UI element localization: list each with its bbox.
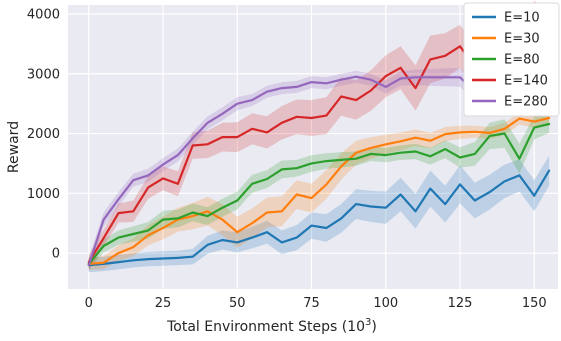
legend: E=10 E=30 E=80 E=140 E=280 xyxy=(463,2,560,117)
band-e-140 xyxy=(88,0,550,270)
x-axis-label-superscript: 3 xyxy=(365,317,371,328)
y-tick-label: 3000 xyxy=(27,67,60,82)
legend-label: E=10 xyxy=(504,11,540,26)
legend-label: E=30 xyxy=(504,32,540,47)
x-tick-label: 0 xyxy=(85,296,93,311)
line-e-80 xyxy=(87,122,551,265)
line-e-10 xyxy=(87,169,551,267)
legend-label: E=140 xyxy=(504,74,548,89)
line-e-30 xyxy=(87,116,551,265)
x-tick-label: 100 xyxy=(373,296,398,311)
x-ticks: 0 25 50 75 100 125 150 xyxy=(85,296,547,311)
legend-label: E=280 xyxy=(504,95,548,110)
y-axis-label: Reward xyxy=(6,121,22,173)
x-tick-label: 75 xyxy=(303,296,320,311)
x-axis-label-close: ) xyxy=(371,319,376,335)
y-ticks: 0 1000 2000 3000 4000 xyxy=(27,7,60,261)
x-tick-label: 125 xyxy=(448,296,473,311)
legend-box xyxy=(463,2,560,117)
band-e-10 xyxy=(88,155,550,273)
y-tick-label: 0 xyxy=(52,247,60,262)
y-tick-label: 2000 xyxy=(27,127,60,142)
x-axis-label: Total Environment Steps (103) xyxy=(166,317,377,335)
x-tick-label: 25 xyxy=(155,296,172,311)
y-tick-label: 1000 xyxy=(27,187,60,202)
x-tick-label: 150 xyxy=(522,296,547,311)
y-tick-label: 4000 xyxy=(27,7,60,22)
x-tick-label: 50 xyxy=(229,296,246,311)
legend-label: E=80 xyxy=(504,53,540,68)
